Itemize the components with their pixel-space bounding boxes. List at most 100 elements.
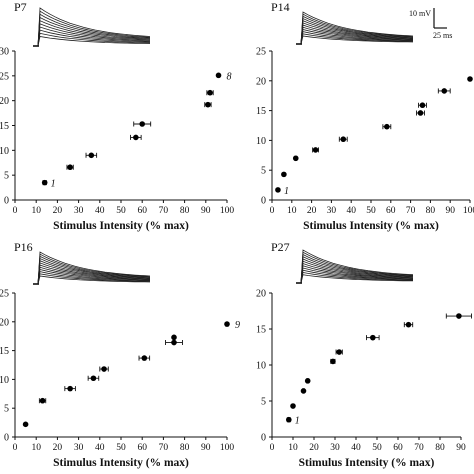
x-tick-label: 50: [116, 443, 126, 453]
x-tick-label: 20: [53, 206, 63, 216]
data-point: [384, 123, 390, 130]
data-point: [292, 155, 299, 162]
voltage-trace: [35, 262, 151, 285]
voltage-trace: [298, 258, 414, 284]
y-tick-label: 10: [0, 146, 9, 157]
x-tick-label: 100: [463, 206, 474, 216]
voltage-trace: [35, 257, 151, 285]
voltage-trace: [298, 31, 414, 45]
voltage-trace: [298, 253, 414, 284]
y-tick-label: 15: [256, 325, 266, 336]
voltage-trace: [298, 249, 414, 284]
x-tick-label: 70: [414, 443, 424, 453]
voltage-trace: [298, 28, 414, 45]
x-tick-label: 70: [159, 443, 169, 453]
x-axis-title: Stimulus Intensity (% max): [53, 457, 189, 469]
data-point: [330, 358, 336, 365]
x-tick-label: 0: [270, 206, 275, 216]
data-point: [67, 385, 73, 392]
data-point: [417, 110, 424, 116]
x-tick-label: 40: [95, 443, 105, 453]
data-point: [133, 134, 139, 141]
panel-p27: P27 0 5 10 15 20 0 10 20 30 40 50 60 70 80 90 Stimulus I…: [256, 240, 472, 469]
annotation-last-point: 8: [227, 71, 232, 82]
x-tick-label: 0: [13, 206, 18, 216]
x-tick-label: 30: [74, 443, 84, 453]
y-tick-label: 0: [4, 433, 9, 444]
data-point: [41, 179, 48, 186]
x-tick-label: 0: [270, 443, 275, 453]
y-tick-label: 5: [4, 171, 9, 182]
y-tick-label: 5: [261, 166, 266, 177]
y-tick-label: 5: [261, 397, 266, 408]
y-tick-label: 15: [0, 121, 9, 132]
x-tick-label: 70: [159, 206, 169, 216]
data-point: [141, 355, 148, 361]
voltage-trace: [35, 260, 151, 285]
panel-p7: P7 0 5 10 15 20 25 30 0 10 20 30 40 50 60 70 80 90 100 Stim…: [0, 0, 234, 232]
x-tick-label: 80: [426, 206, 436, 216]
data-point: [207, 89, 213, 96]
voltage-trace: [298, 24, 414, 45]
voltage-trace: [35, 16, 151, 47]
scalebar-time-label: 25 ms: [433, 31, 452, 40]
data-point: [171, 334, 177, 341]
voltage-trace: [298, 22, 414, 45]
data-point: [405, 321, 412, 328]
x-tick-label: 40: [95, 206, 105, 216]
voltage-trace: [298, 260, 414, 284]
y-tick-label: 10: [0, 375, 9, 386]
voltage-trace: [298, 256, 414, 284]
x-axis-title: Stimulus Intensity (% max): [53, 220, 189, 232]
x-tick-label: 40: [346, 206, 356, 216]
voltage-trace: [35, 251, 151, 285]
x-tick-label: 100: [220, 206, 235, 216]
x-tick-label: 20: [307, 206, 317, 216]
x-tick-label: 20: [309, 443, 319, 453]
voltage-trace: [35, 253, 151, 285]
data-point: [88, 152, 95, 159]
voltage-trace: [35, 268, 151, 285]
x-tick-label: 10: [287, 206, 297, 216]
voltage-trace: [298, 26, 414, 45]
data-point: [215, 72, 222, 79]
voltage-trace: [35, 273, 150, 285]
voltage-trace: [298, 267, 414, 284]
data-point: [340, 136, 347, 143]
x-tick-label: 50: [366, 206, 376, 216]
annotation-first-point: 1: [51, 179, 56, 190]
voltage-trace: [35, 20, 151, 47]
voltage-trace: [298, 35, 414, 45]
x-tick-label: 30: [327, 206, 337, 216]
y-tick-label: 20: [256, 76, 266, 87]
data-point: [39, 397, 46, 404]
x-tick-label: 30: [74, 206, 84, 216]
voltage-trace: [35, 10, 151, 47]
voltage-trace: [35, 13, 151, 47]
panel-p14: P14 0 5 10 15 20 25 0 10 20 30 40 50 60 70 80 90 100 Stimu…: [256, 0, 474, 232]
voltage-trace: [35, 32, 151, 47]
voltage-trace: [298, 33, 413, 45]
voltage-trace: [35, 271, 151, 285]
data-point: [281, 171, 287, 178]
panel-label: P16: [14, 240, 33, 254]
voltage-trace: [35, 255, 151, 285]
data-point: [139, 121, 145, 127]
y-tick-label: 20: [0, 96, 9, 107]
panel-label: P14: [271, 0, 290, 14]
y-tick-label: 15: [256, 106, 266, 117]
y-tick-label: 0: [261, 196, 266, 207]
voltage-trace: [35, 264, 151, 285]
y-tick-label: 25: [256, 47, 266, 58]
data-point: [441, 88, 448, 94]
voltage-trace: [298, 15, 414, 45]
voltage-trace: [298, 272, 414, 284]
voltage-trace: [35, 36, 151, 47]
x-tick-label: 10: [31, 443, 41, 453]
x-tick-label: 10: [31, 206, 41, 216]
x-tick-label: 70: [406, 206, 416, 216]
data-point: [456, 313, 462, 319]
x-tick-label: 80: [180, 206, 190, 216]
annotation-first-point: 1: [284, 186, 289, 197]
